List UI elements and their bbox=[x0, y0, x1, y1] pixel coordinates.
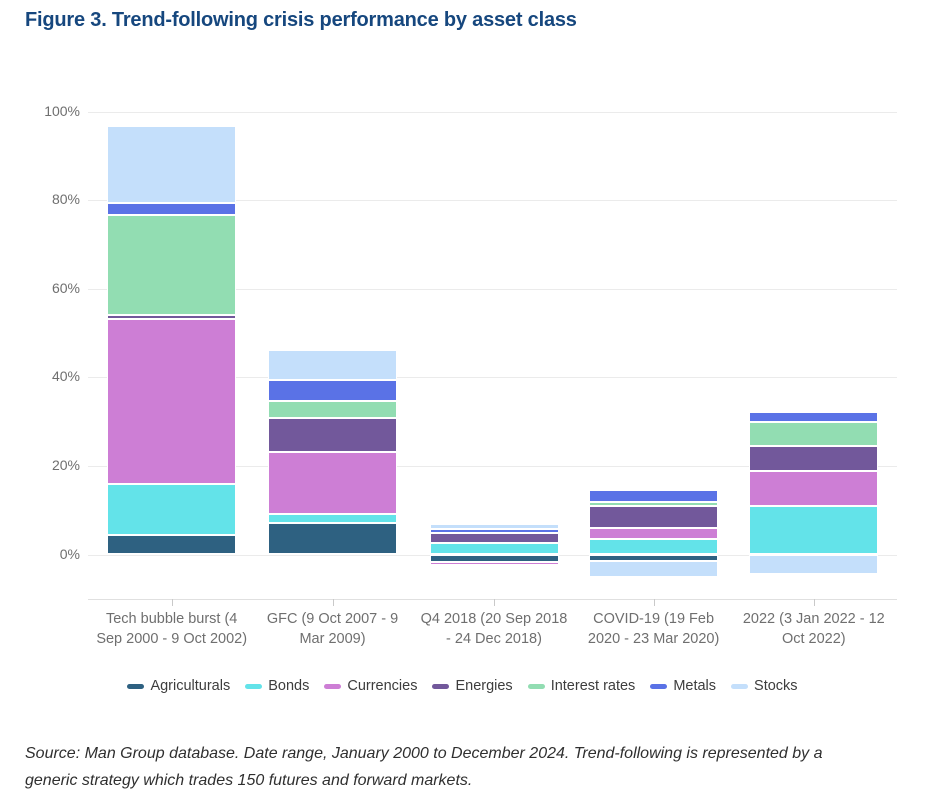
bar-segment-metals[interactable] bbox=[107, 202, 237, 215]
bar-segment-bonds[interactable] bbox=[429, 543, 559, 555]
legend-item-currencies[interactable]: Currencies bbox=[324, 678, 417, 694]
legend-swatch-icon bbox=[245, 683, 263, 689]
x-axis-tick bbox=[171, 599, 173, 606]
legend-swatch-icon bbox=[527, 683, 545, 689]
bar-segment-energies[interactable] bbox=[589, 505, 719, 528]
bar-segment-bonds[interactable] bbox=[107, 484, 237, 535]
bar-segment-interest-rates[interactable] bbox=[107, 214, 237, 315]
legend-swatch-icon bbox=[432, 683, 450, 689]
legend-label: Agriculturals bbox=[150, 678, 231, 694]
legend-item-agriculturals[interactable]: Agriculturals bbox=[127, 678, 230, 694]
bar-segment-stocks[interactable] bbox=[749, 554, 879, 574]
bar-segment-stocks[interactable] bbox=[429, 523, 559, 529]
gridline bbox=[88, 465, 897, 467]
legend-swatch-icon bbox=[650, 683, 668, 689]
x-axis-tick bbox=[813, 599, 815, 606]
source-note: Source: Man Group database. Date range, … bbox=[25, 745, 823, 789]
x-axis-tick bbox=[494, 599, 495, 606]
bar-segment-bonds[interactable] bbox=[268, 513, 397, 524]
bar-segment-metals[interactable] bbox=[749, 411, 879, 422]
bar-segment-energies[interactable] bbox=[268, 418, 397, 453]
legend-label: Energies bbox=[455, 678, 513, 694]
gridline bbox=[88, 111, 897, 113]
bar-segment-bonds[interactable] bbox=[749, 506, 879, 555]
bar-segment-energies[interactable] bbox=[107, 314, 237, 319]
y-axis-tick-label: 60% bbox=[51, 279, 80, 296]
legend-label: Bonds bbox=[268, 678, 310, 694]
legend-item-energies[interactable]: Energies bbox=[432, 678, 513, 694]
gridline bbox=[88, 288, 897, 290]
y-axis-tick-label: 0% bbox=[59, 545, 80, 562]
bar-segment-metals[interactable] bbox=[589, 489, 719, 503]
x-axis-label: Q4 2018 (20 Sep 2018 - 24 Dec 2018) bbox=[420, 611, 568, 647]
bar-segment-energies[interactable] bbox=[749, 445, 879, 472]
y-axis-tick-label: 40% bbox=[51, 368, 80, 385]
bar-segment-stocks[interactable] bbox=[268, 349, 397, 380]
chart-legend: Agriculturals Bonds Currencies Energies Inte… bbox=[0, 678, 925, 694]
x-axis-line bbox=[88, 599, 897, 600]
y-axis-tick-label: 80% bbox=[51, 191, 80, 208]
bar-segment-interest-rates[interactable] bbox=[589, 502, 719, 506]
figure-title: Figure 3. Trend-following crisis perform… bbox=[25, 9, 577, 31]
x-axis-label: GFC (9 Oct 2007 - 9 Mar 2009) bbox=[266, 611, 399, 647]
bar-segment-agriculturals[interactable] bbox=[429, 554, 559, 562]
bar-segment-currencies[interactable] bbox=[589, 527, 719, 539]
legend-label: Stocks bbox=[754, 678, 798, 694]
bar-segment-energies[interactable] bbox=[429, 532, 559, 544]
legend-swatch-icon bbox=[324, 683, 342, 689]
bar-segment-agriculturals[interactable] bbox=[589, 554, 719, 562]
y-axis-tick-label: 20% bbox=[51, 456, 80, 473]
legend-swatch-icon bbox=[127, 683, 145, 689]
bar-segment-agriculturals[interactable] bbox=[107, 534, 237, 555]
gridline bbox=[88, 377, 897, 379]
x-axis-tick bbox=[332, 599, 334, 606]
legend-item-bonds[interactable]: Bonds bbox=[245, 678, 309, 694]
bar-segment-interest-rates[interactable] bbox=[268, 401, 397, 419]
bar-segment-currencies[interactable] bbox=[107, 318, 237, 485]
legend-label: Interest rates bbox=[550, 678, 636, 694]
legend-item-metals[interactable]: Metals bbox=[650, 678, 716, 694]
bar-segment-metals[interactable] bbox=[268, 379, 397, 402]
bar-segment-currencies[interactable] bbox=[749, 471, 879, 507]
legend-swatch-icon bbox=[731, 683, 749, 689]
x-axis-label: COVID-19 (19 Feb 2020 - 23 Mar 2020) bbox=[587, 611, 720, 647]
legend-label: Metals bbox=[673, 678, 717, 694]
x-axis-label: 2022 (3 Jan 2022 - 12 Oct 2022) bbox=[742, 611, 885, 647]
bar-segment-metals[interactable] bbox=[429, 528, 559, 533]
bar-segment-stocks[interactable] bbox=[107, 125, 237, 203]
bar-segment-currencies[interactable] bbox=[268, 452, 397, 514]
x-axis-tick bbox=[653, 599, 655, 606]
bar-segment-currencies[interactable] bbox=[429, 561, 559, 566]
legend-item-stocks[interactable]: Stocks bbox=[731, 678, 798, 694]
bar-segment-stocks[interactable] bbox=[589, 561, 719, 578]
bar-segment-interest-rates[interactable] bbox=[749, 421, 879, 446]
y-axis-tick-label: 100% bbox=[44, 102, 80, 119]
gridline bbox=[88, 200, 897, 202]
legend-item-interest-rates[interactable]: Interest rates bbox=[527, 678, 636, 694]
bar-segment-agriculturals[interactable] bbox=[268, 523, 397, 555]
bar-segment-bonds[interactable] bbox=[589, 538, 719, 555]
legend-label: Currencies bbox=[347, 678, 418, 694]
x-axis-label: Tech bubble burst (4 Sep 2000 - 9 Oct 20… bbox=[96, 611, 248, 647]
